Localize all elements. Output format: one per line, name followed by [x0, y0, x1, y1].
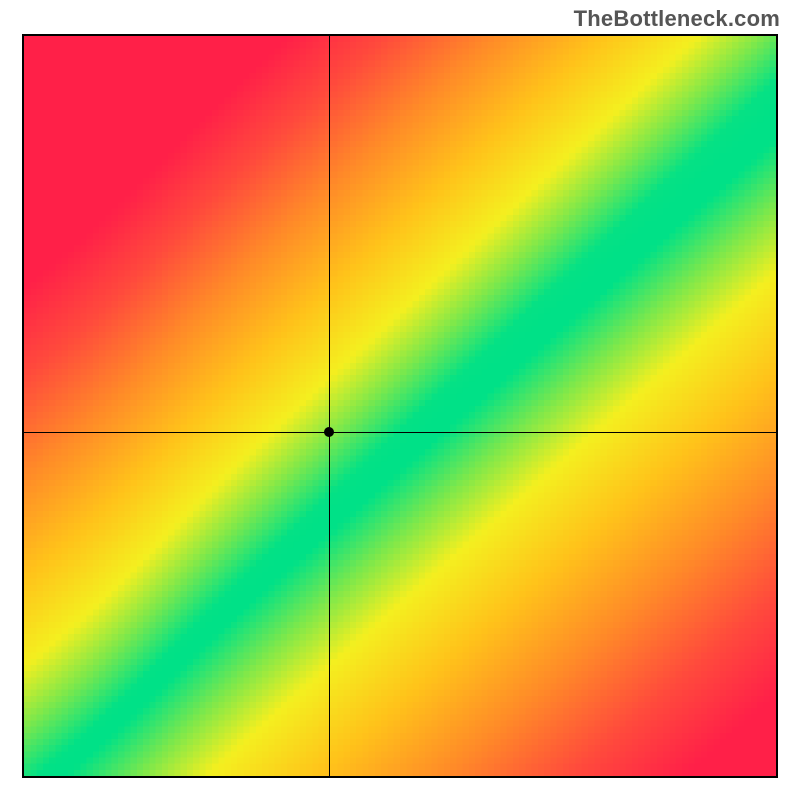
watermark-text: TheBottleneck.com — [574, 6, 780, 32]
figure-container: TheBottleneck.com — [0, 0, 800, 800]
data-point-marker — [324, 427, 334, 437]
plot-area — [22, 34, 778, 778]
heatmap-canvas — [24, 36, 776, 776]
crosshair-vertical — [329, 36, 330, 776]
crosshair-horizontal — [24, 432, 776, 433]
